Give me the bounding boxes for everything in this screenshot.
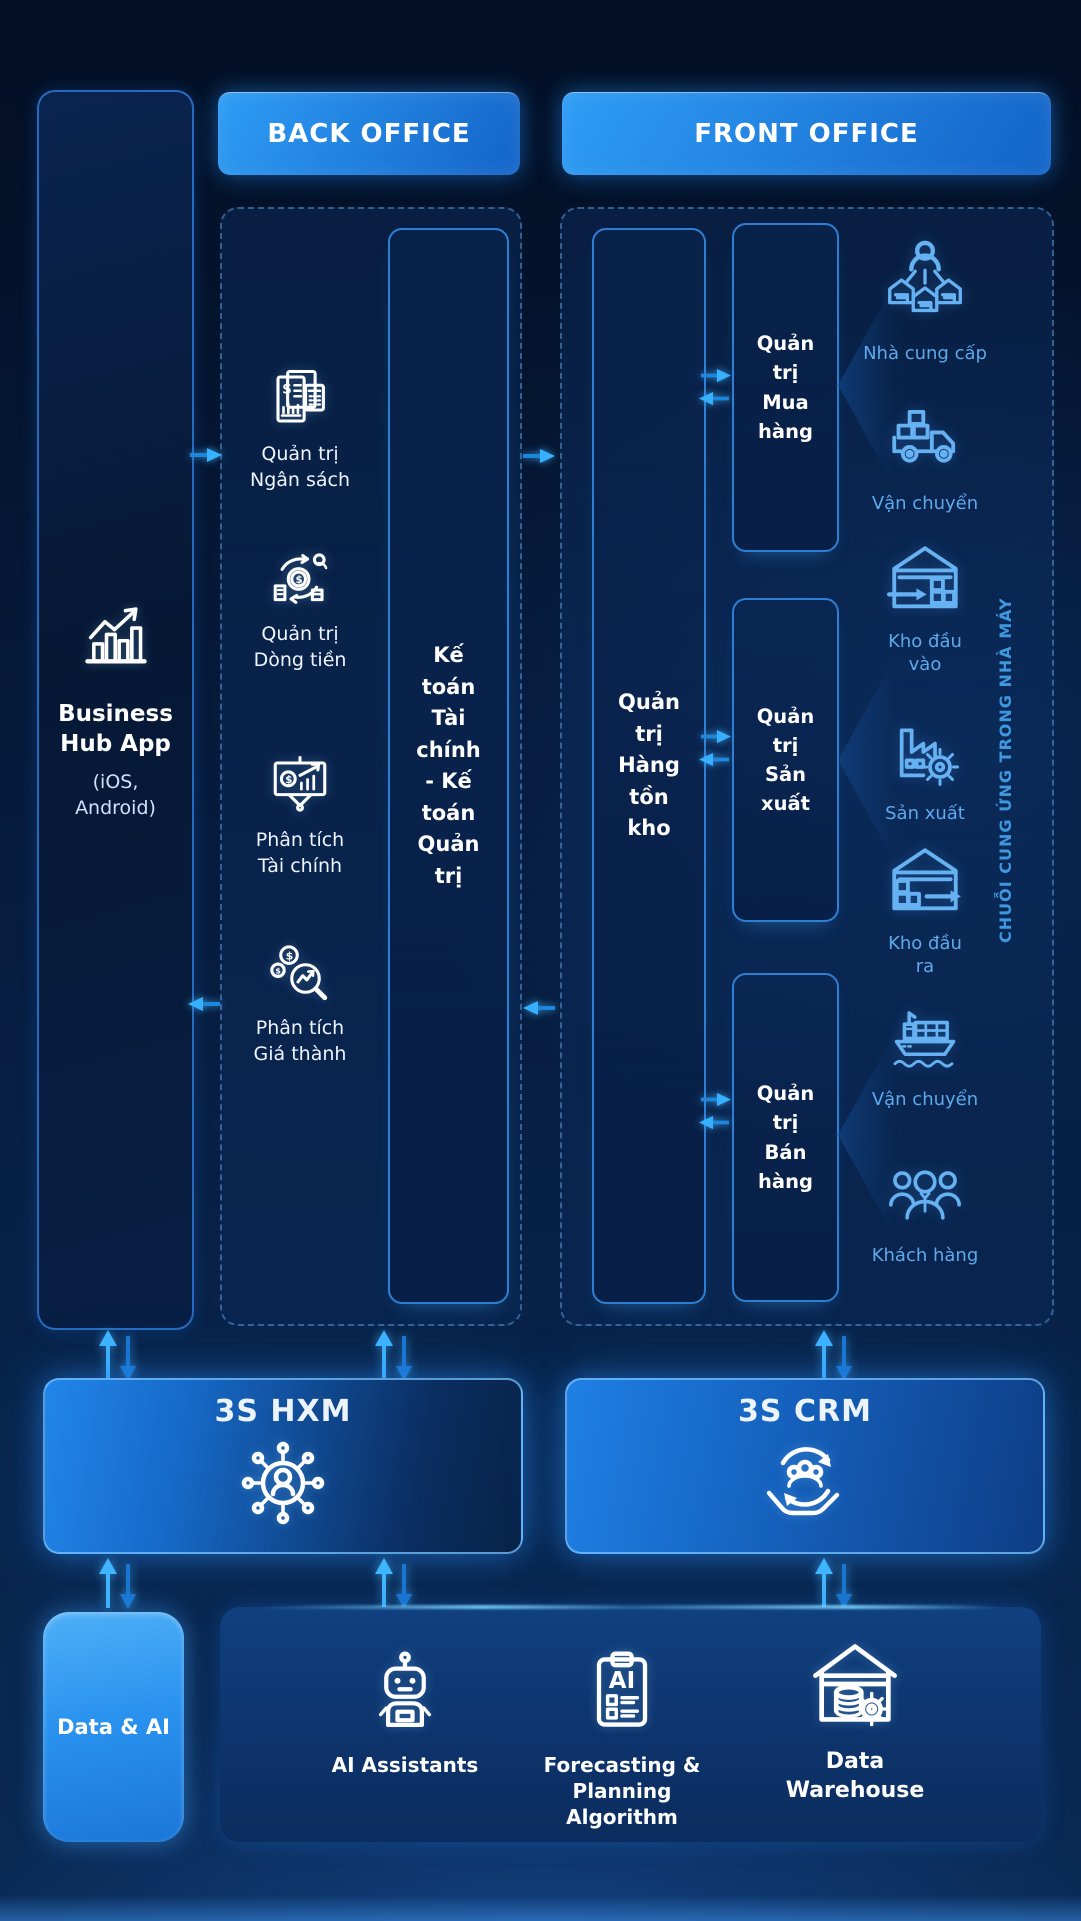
supplier-icon	[878, 238, 972, 332]
accounting-column-label: Kế toán Tài chính - Kế toán Quản trị	[416, 643, 481, 888]
svg-text:$: $	[285, 774, 292, 786]
chart-growth-icon	[78, 598, 154, 674]
business-hub-panel: Business Hub App (iOS, Android)	[37, 90, 194, 1330]
data-warehouse-item: Data Warehouse	[760, 1634, 950, 1805]
supply-step-supplier: Nhà cung cấp	[845, 238, 1005, 365]
supply-step-label: Nhà cung cấp	[863, 343, 987, 364]
supply-step-inbound-warehouse: Kho đầu vào	[845, 538, 1005, 677]
supply-step-label: Kho đầu ra	[888, 933, 962, 978]
svg-text:AI: AI	[609, 1668, 635, 1694]
supply-step-customers: Khách hàng	[845, 1156, 1005, 1267]
module-cost-analysis-label: Phân tích Giá thành	[253, 1017, 347, 1065]
forecasting-label: Forecasting & Planning Algorithm	[543, 1753, 701, 1829]
ai-clipboard-icon: AI	[576, 1646, 668, 1738]
updown-arrows-icon	[375, 1330, 412, 1381]
cashflow-icon: $	[267, 546, 333, 612]
module-financial-analysis-label: Phân tích Tài chính	[255, 829, 345, 877]
svg-text:$: $	[275, 966, 281, 976]
business-hub-title: Business Hub App	[58, 701, 173, 758]
supply-chain-vertical-label: CHUỖI CUNG ỨNG TRONG NHÀ MÁY	[996, 597, 1015, 943]
flow-arrow-left-icon	[699, 391, 729, 406]
business-hub-subtitle: (iOS, Android)	[75, 771, 156, 819]
module-budget: $ Quản trị Ngân sách	[220, 366, 380, 493]
ship-icon	[882, 1002, 968, 1078]
supply-step-outbound-transport: Vận chuyển	[845, 1002, 1005, 1111]
people-network-icon	[235, 1431, 331, 1527]
forecasting-item: AI Forecasting & Planning Algorithm	[532, 1646, 712, 1830]
warehouse-out-icon	[883, 840, 967, 922]
flow-arrow-right-icon	[701, 368, 731, 383]
supply-step-outbound-warehouse: Kho đầu ra	[845, 840, 1005, 979]
inventory-column-label: Quản trị Hàng tồn kho	[618, 690, 680, 841]
factory-icon	[884, 712, 966, 792]
flow-arrow-right-icon	[523, 449, 555, 463]
financial-analysis-icon: $	[267, 752, 333, 818]
supply-step-label: Vận chuyển	[871, 1089, 979, 1110]
updown-arrows-icon	[815, 1558, 852, 1609]
module-financial-analysis: $ Phân tích Tài chính	[220, 752, 380, 879]
purchasing-box-label: Quản trị Mua hàng	[756, 332, 815, 443]
production-box-label: Quản trị Sản xuất	[756, 704, 815, 816]
supply-step-label: Sản xuất	[885, 803, 965, 824]
updown-arrows-icon	[99, 1558, 136, 1609]
supply-step-production: Sản xuất	[845, 712, 1005, 825]
sales-box-label: Quản trị Bán hàng	[756, 1082, 815, 1193]
budget-icon: $	[267, 366, 333, 432]
truck-icon	[883, 400, 967, 482]
accounting-column: Kế toán Tài chính - Kế toán Quản trị	[388, 228, 509, 1304]
back-office-header-label: BACK OFFICE	[267, 119, 471, 149]
platform-hxm-title: 3S HXM	[214, 1394, 352, 1429]
ai-assistants-item: AI Assistants	[320, 1648, 490, 1778]
front-office-header: FRONT OFFICE	[562, 92, 1051, 175]
ai-assistants-label: AI Assistants	[331, 1753, 479, 1777]
module-budget-label: Quản trị Ngân sách	[249, 443, 351, 491]
production-box: Quản trị Sản xuất	[732, 598, 839, 922]
supply-step-inbound-transport: Vận chuyển	[845, 400, 1005, 515]
data-ai-label: Data & AI	[57, 1715, 170, 1739]
svg-text:$: $	[296, 574, 303, 586]
module-cost-analysis: $ $ Phân tích Giá thành	[220, 940, 380, 1067]
flow-arrow-left-icon	[188, 997, 220, 1011]
flow-arrow-left-icon	[523, 1001, 555, 1015]
data-ai-box: Data & AI	[43, 1612, 184, 1842]
supply-step-label: Khách hàng	[871, 1245, 979, 1266]
bottom-glow-strip	[0, 1895, 1081, 1921]
robot-icon	[360, 1648, 450, 1738]
svg-text:$: $	[286, 949, 294, 962]
sales-box: Quản trị Bán hàng	[732, 973, 839, 1302]
inventory-column: Quản trị Hàng tồn kho	[592, 228, 706, 1304]
front-office-header-label: FRONT OFFICE	[694, 119, 919, 149]
cost-analysis-icon: $ $	[267, 940, 333, 1006]
platform-crm: 3S CRM	[565, 1378, 1045, 1554]
crm-loyalty-icon	[757, 1431, 853, 1527]
flow-arrow-right-icon	[701, 1092, 731, 1107]
flow-arrow-left-icon	[699, 752, 729, 767]
svg-text:$: $	[282, 382, 292, 398]
updown-arrows-icon	[99, 1330, 136, 1381]
flow-arrow-left-icon	[699, 1115, 729, 1130]
purchasing-box: Quản trị Mua hàng	[732, 223, 839, 552]
updown-arrows-icon	[375, 1558, 412, 1609]
data-warehouse-label: Data Warehouse	[785, 1749, 925, 1803]
customers-icon	[882, 1156, 968, 1234]
supply-step-label: Kho đầu vào	[888, 631, 962, 676]
updown-arrows-icon	[815, 1330, 852, 1381]
data-warehouse-icon	[805, 1634, 905, 1734]
back-office-header: BACK OFFICE	[218, 92, 520, 175]
warehouse-in-icon	[883, 538, 967, 620]
module-cashflow: $ Quản trị Dòng tiền	[220, 546, 380, 673]
platform-crm-title: 3S CRM	[738, 1394, 872, 1429]
flow-arrow-right-icon	[701, 729, 731, 744]
supply-step-label: Vận chuyển	[871, 493, 979, 514]
module-cashflow-label: Quản trị Dòng tiền	[253, 623, 347, 671]
platform-hxm: 3S HXM	[43, 1378, 523, 1554]
flow-arrow-right-icon	[190, 448, 222, 462]
